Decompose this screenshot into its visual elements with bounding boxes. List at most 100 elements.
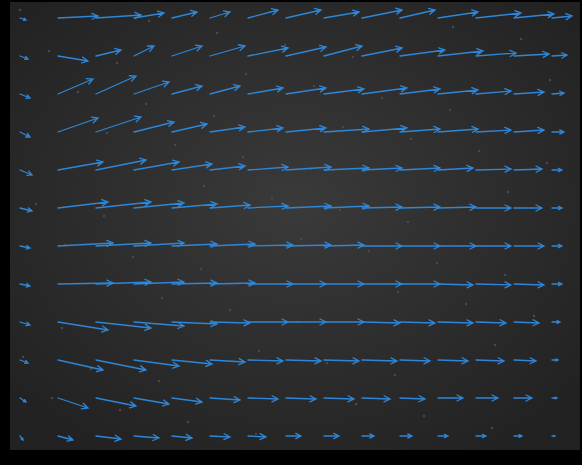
speck: [504, 274, 506, 276]
vector-arrow: [286, 126, 326, 132]
speck: [116, 62, 118, 64]
speck: [255, 433, 257, 435]
vector-arrow: [476, 358, 504, 364]
vector-arrow: [552, 53, 567, 58]
vector-arrow: [20, 246, 30, 250]
vector-arrow: [248, 9, 278, 18]
vector-arrow: [514, 320, 539, 326]
speck: [300, 238, 302, 240]
vector-arrow: [286, 281, 326, 287]
vector-arrow: [438, 243, 476, 249]
vector-arrow: [324, 242, 364, 248]
vector-arrow: [134, 160, 179, 170]
vector-arrow: [20, 208, 32, 212]
speck: [245, 73, 247, 75]
vector-arrow: [552, 435, 555, 436]
vector-arrow: [514, 89, 544, 95]
vector-arrow: [438, 165, 473, 171]
vector-arrow: [172, 85, 202, 94]
vector-arrow: [20, 18, 26, 20]
vector-arrow: [324, 319, 364, 325]
speck: [381, 97, 383, 99]
vector-arrow: [210, 397, 240, 403]
vector-arrow: [248, 86, 283, 94]
speck: [533, 315, 535, 317]
vector-arrow: [96, 158, 146, 170]
vector-arrow: [362, 434, 374, 438]
vector-arrow: [248, 46, 288, 56]
vector-arrow: [552, 168, 562, 172]
speck: [355, 403, 357, 405]
vector-arrow: [210, 359, 245, 365]
speck: [520, 38, 522, 40]
vector-arrow: [438, 49, 483, 56]
vector-arrow: [476, 282, 511, 288]
speck: [103, 215, 105, 217]
vector-arrow: [58, 13, 98, 19]
vector-arrow: [20, 360, 28, 363]
speck: [174, 144, 176, 146]
vector-arrow: [400, 165, 440, 171]
vector-arrow: [362, 86, 407, 94]
vectors: [20, 8, 572, 441]
vector-arrow: [58, 436, 73, 441]
vector-arrow: [20, 94, 30, 98]
vector-arrow: [134, 201, 184, 208]
vector-arrow: [324, 433, 339, 438]
vector-arrow: [362, 126, 407, 132]
vector-arrow: [324, 45, 362, 56]
vector-arrow: [324, 358, 359, 364]
speck: [203, 185, 205, 187]
vector-arrow: [552, 206, 562, 210]
vector-arrow: [552, 91, 564, 95]
frame: [0, 0, 582, 465]
vector-arrow: [134, 81, 169, 94]
vector-arrow: [172, 398, 202, 404]
vector-arrow: [134, 398, 169, 406]
vector-arrow: [20, 132, 30, 137]
vector-arrow: [438, 88, 478, 94]
vector-arrow: [58, 398, 88, 409]
speck: [549, 79, 551, 81]
vector-arrow: [514, 395, 532, 401]
vector-arrow: [134, 435, 159, 441]
speck: [342, 126, 344, 128]
vector-arrow: [400, 8, 435, 18]
vector-arrow: [400, 320, 435, 326]
vector-arrow: [552, 244, 562, 248]
vector-arrow: [438, 282, 473, 288]
speck: [494, 344, 496, 346]
vector-arrow: [286, 45, 326, 56]
speck: [35, 203, 37, 205]
vector-arrow: [58, 117, 98, 132]
vector-arrow: [248, 434, 266, 440]
vector-arrow: [552, 397, 557, 399]
speck: [119, 409, 121, 411]
speck: [352, 56, 354, 58]
vector-arrow: [210, 202, 250, 208]
vector-arrow: [476, 320, 506, 326]
vector-arrow: [400, 434, 412, 438]
speck: [242, 156, 244, 158]
vector-arrow: [514, 282, 544, 288]
vector-arrow: [96, 435, 121, 441]
vector-arrow: [58, 360, 103, 372]
vector-arrow: [476, 395, 498, 401]
vector-arrow: [400, 358, 430, 364]
vector-arrow: [362, 358, 397, 364]
speck: [507, 191, 509, 193]
vector-arrow: [172, 360, 212, 366]
background: [0, 0, 582, 465]
speck: [229, 309, 231, 311]
speck: [465, 303, 467, 305]
vector-arrow: [476, 50, 516, 56]
vector-arrow: [20, 56, 28, 59]
vector-arrow: [248, 358, 283, 364]
vector-arrow: [96, 360, 146, 372]
vector-arrow: [134, 121, 174, 132]
vector-arrow: [248, 164, 288, 170]
vector-arrow: [476, 166, 511, 172]
speck: [313, 85, 315, 87]
vector-arrow: [210, 434, 230, 440]
vector-arrow: [58, 79, 93, 94]
